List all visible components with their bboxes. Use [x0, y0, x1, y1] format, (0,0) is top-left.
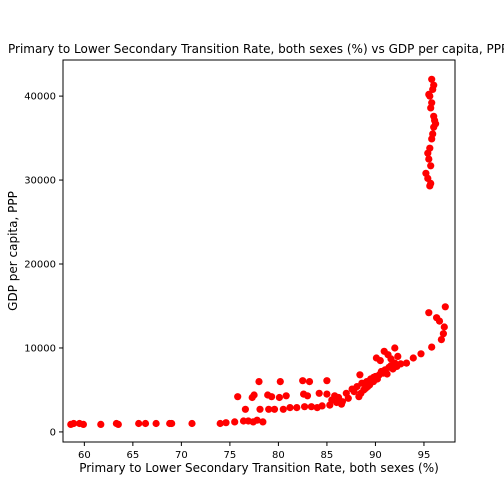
- data-point: [428, 99, 436, 107]
- data-point: [279, 405, 287, 413]
- data-point: [356, 371, 364, 379]
- data-point: [188, 419, 196, 428]
- data-point: [275, 393, 283, 402]
- x-tick-label: 95: [418, 450, 431, 461]
- data-point: [428, 343, 436, 351]
- data-point: [114, 420, 122, 428]
- data-point: [323, 377, 331, 385]
- data-point: [440, 323, 448, 331]
- data-point: [315, 389, 323, 397]
- x-tick-label: 75: [224, 450, 237, 461]
- y-tick-label: 20000: [24, 260, 56, 271]
- data-point: [427, 162, 435, 170]
- data-point: [391, 344, 399, 352]
- data-point: [293, 404, 301, 412]
- data-point: [265, 405, 273, 413]
- data-point: [222, 419, 230, 427]
- plot-frame: [62, 59, 456, 443]
- data-point: [439, 330, 447, 338]
- x-tick-label: 70: [175, 450, 188, 461]
- data-point: [425, 155, 433, 163]
- y-tick-label: 0: [50, 427, 56, 438]
- data-point: [79, 420, 87, 428]
- y-tick-label: 30000: [24, 176, 56, 187]
- data-points: [67, 75, 449, 428]
- data-point: [430, 81, 438, 89]
- data-point: [256, 405, 264, 413]
- data-point: [168, 419, 176, 428]
- data-point: [397, 360, 405, 368]
- data-point: [426, 144, 434, 152]
- data-point: [305, 378, 314, 386]
- data-point: [323, 390, 331, 398]
- data-point: [276, 378, 284, 386]
- data-point: [231, 418, 239, 426]
- data-point: [417, 350, 425, 358]
- data-point: [342, 389, 350, 397]
- x-tick-label: 65: [126, 450, 139, 461]
- data-point: [441, 303, 449, 311]
- data-point: [282, 392, 290, 400]
- data-point: [432, 120, 440, 128]
- data-point: [427, 179, 435, 187]
- data-point: [141, 419, 150, 428]
- data-point: [383, 370, 391, 378]
- data-point: [152, 419, 160, 428]
- x-tick-label: 80: [272, 450, 285, 461]
- data-point: [426, 92, 434, 100]
- data-point: [437, 336, 445, 344]
- data-point: [428, 75, 436, 83]
- data-point: [253, 416, 261, 424]
- data-point: [216, 419, 224, 428]
- data-point: [394, 352, 402, 360]
- data-point: [70, 419, 78, 428]
- x-tick-label: 85: [321, 450, 334, 461]
- y-tick-label: 40000: [24, 92, 56, 103]
- data-point: [135, 419, 143, 428]
- data-point: [402, 359, 411, 367]
- chart-title: Primary to Lower Secondary Transition Ra…: [8, 42, 504, 56]
- data-point: [425, 309, 433, 317]
- y-tick-label: 10000: [24, 343, 56, 354]
- y-axis-ticks: 0 10000 20000 30000 40000: [24, 92, 63, 438]
- data-point: [337, 400, 346, 408]
- data-point: [299, 377, 307, 385]
- data-point: [301, 403, 309, 411]
- data-point: [430, 112, 438, 120]
- data-point: [409, 354, 417, 362]
- data-point: [270, 405, 279, 413]
- x-axis-title: Primary to Lower Secondary Transition Ra…: [79, 461, 439, 475]
- data-point: [234, 393, 242, 401]
- data-point: [387, 355, 395, 363]
- data-point: [369, 373, 378, 381]
- data-point: [307, 403, 315, 411]
- data-point: [376, 357, 384, 365]
- x-axis-ticks: 60 65 70 75 80 85 90 95: [78, 442, 430, 461]
- data-point: [303, 392, 312, 400]
- data-point: [250, 391, 258, 399]
- data-point: [318, 402, 326, 410]
- x-tick-label: 60: [78, 450, 91, 461]
- data-point: [255, 378, 263, 386]
- data-point: [97, 420, 105, 428]
- data-point: [241, 405, 249, 413]
- plot-area: 60 65 70 75 80 85 90 95 0 10000 20000 30000 40000: [24, 59, 456, 461]
- data-point: [429, 130, 437, 138]
- data-point: [268, 393, 276, 401]
- data-point: [259, 418, 267, 426]
- data-point: [435, 317, 444, 325]
- data-point: [286, 404, 294, 412]
- x-tick-label: 90: [369, 450, 382, 461]
- y-axis-title: GDP per capita, PPP: [6, 191, 20, 311]
